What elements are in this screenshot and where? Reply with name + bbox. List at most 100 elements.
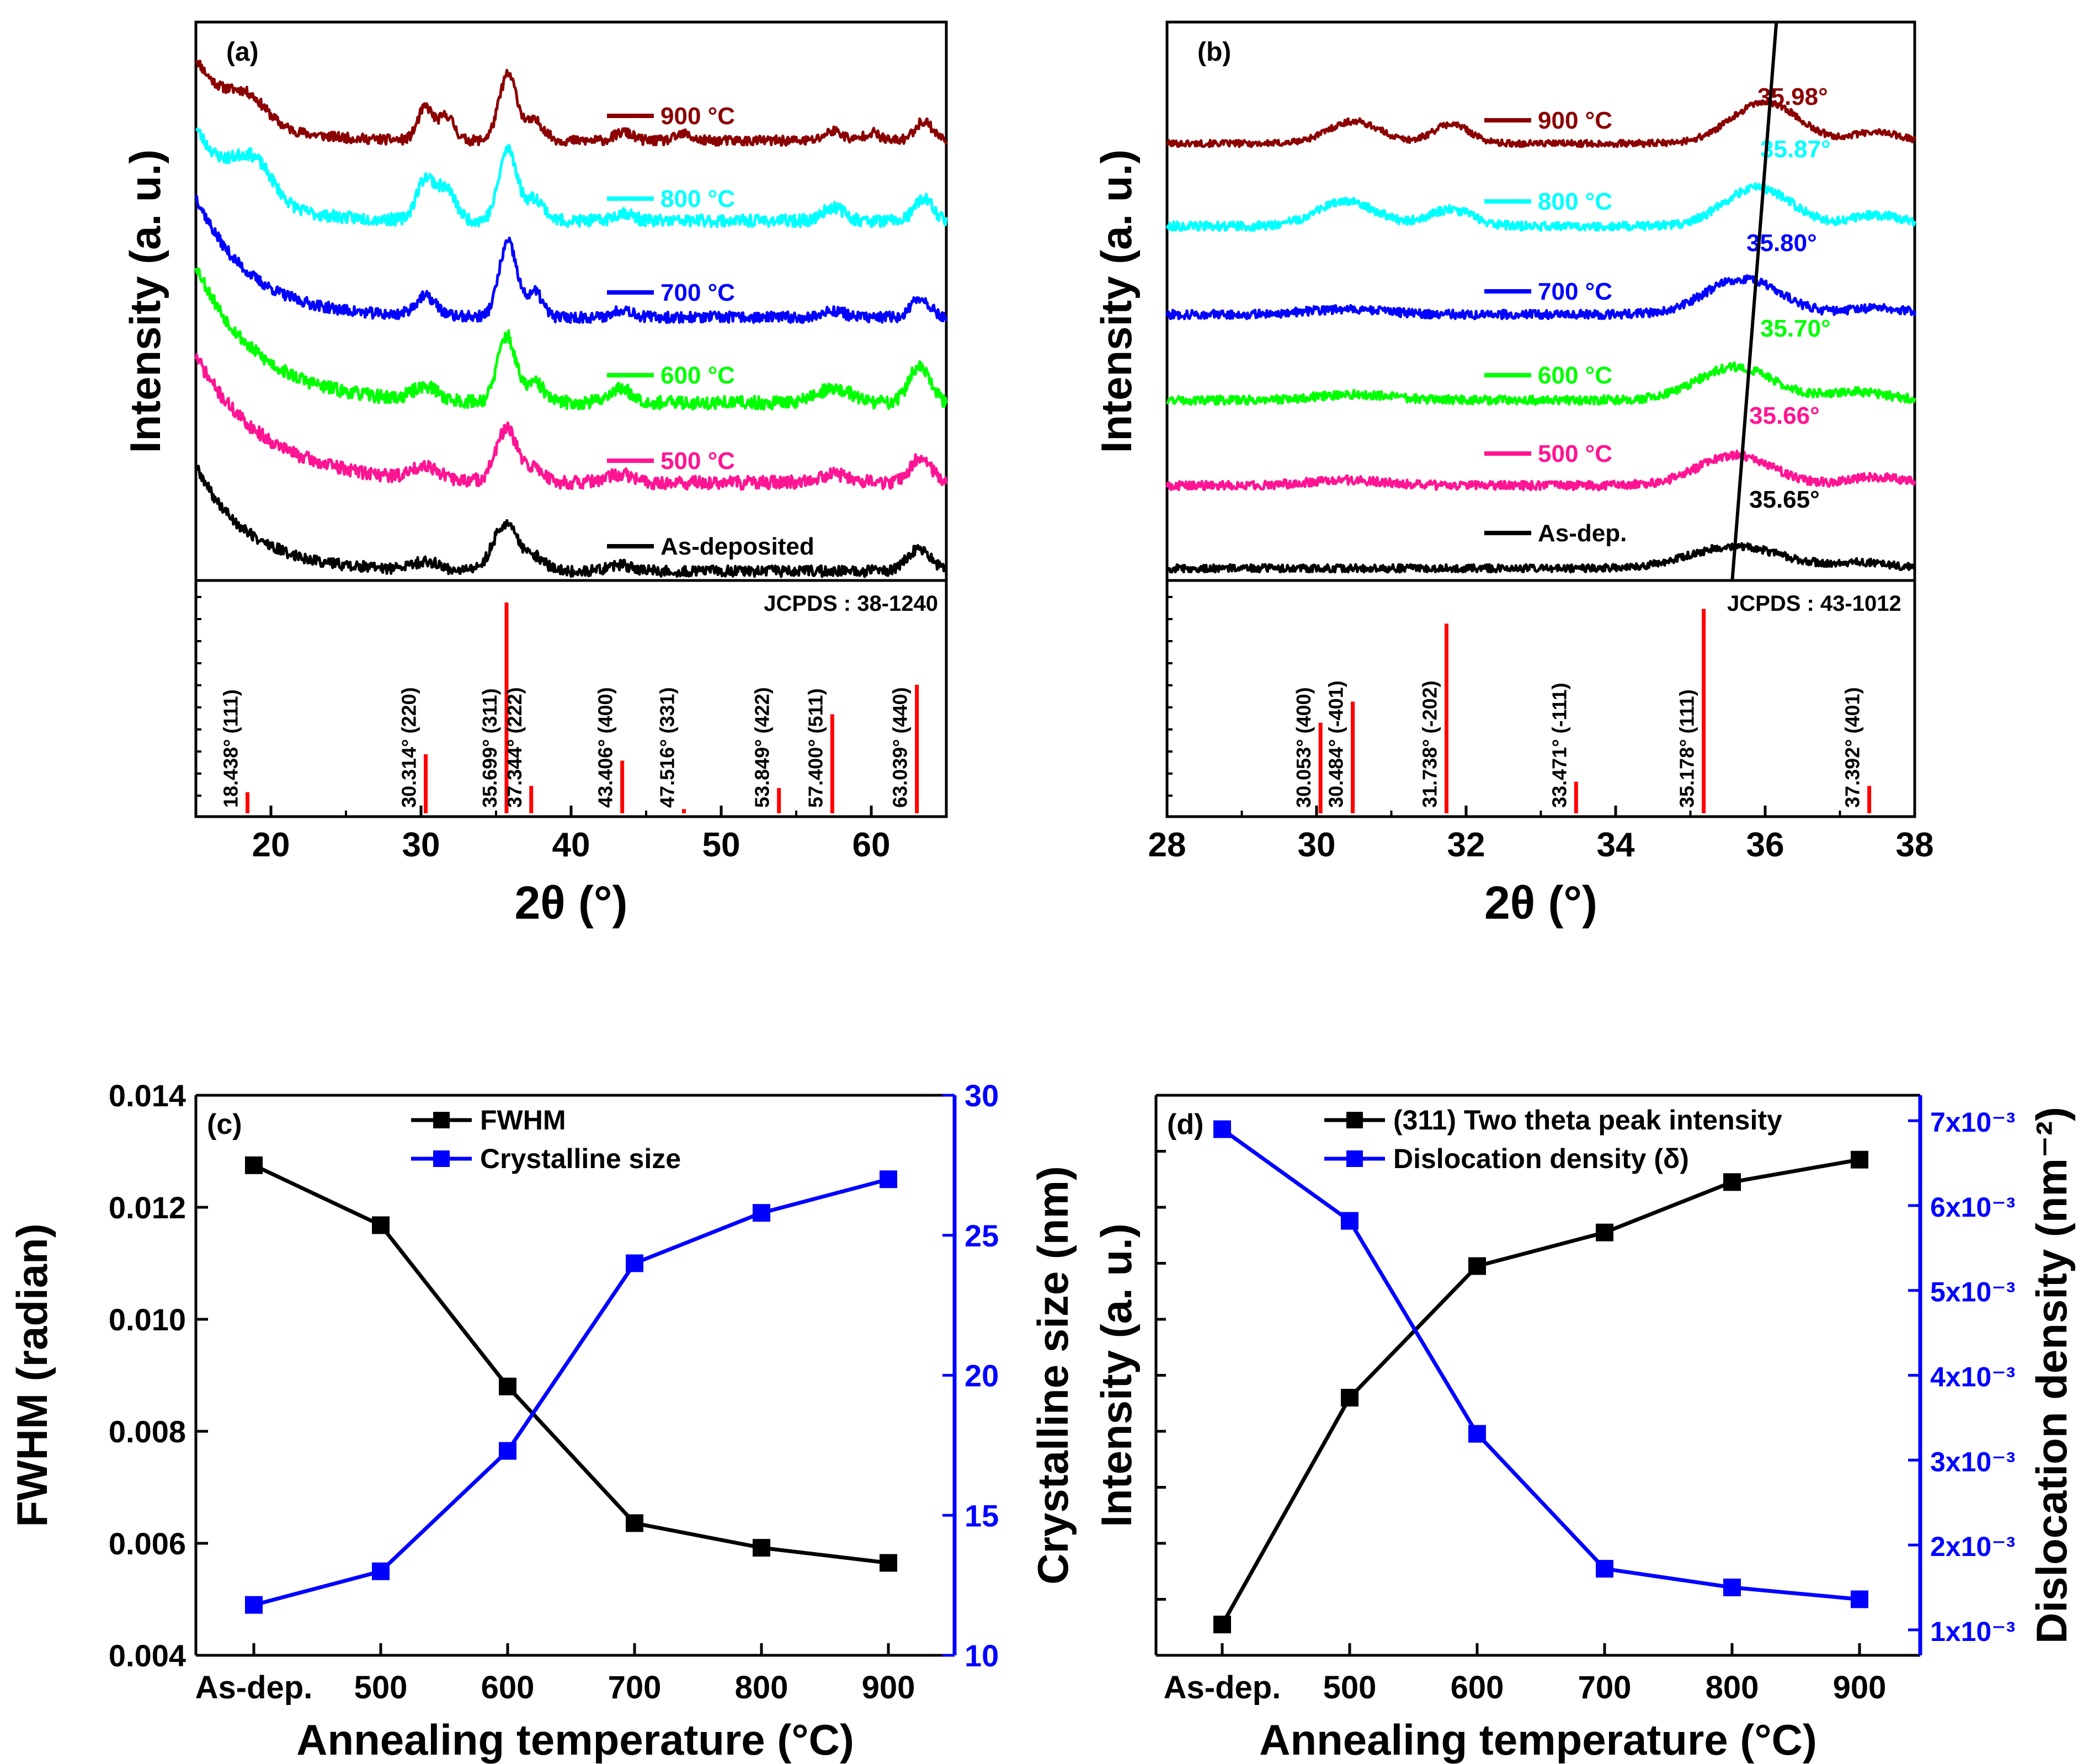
x-category-label-0: As-dep. xyxy=(195,1670,313,1706)
peak-shift-guide-line xyxy=(1730,22,1778,581)
x-category-label-3: 700 xyxy=(608,1670,662,1706)
reference-stick-label-4: 43.406° (400) xyxy=(594,687,617,808)
legend-label-1: 800 °C xyxy=(660,185,735,212)
series-marker-1-2 xyxy=(1468,1425,1486,1443)
y-left-axis-title: Intensity (a. u.) xyxy=(1092,1223,1141,1527)
y-axis-title: Intensity (a. u.) xyxy=(121,150,169,453)
legend-label-4: 500 °C xyxy=(660,447,735,475)
series-trace-1 xyxy=(1165,182,1916,232)
reference-stick-label-8: 63.039° (440) xyxy=(889,687,912,808)
series-marker-1-2 xyxy=(499,1442,516,1460)
x-tick-label: 28 xyxy=(1148,826,1186,864)
x-tick-label: 20 xyxy=(252,826,290,864)
legend-label-0: FWHM xyxy=(480,1105,566,1136)
y-left-tick-label-0: 0.004 xyxy=(109,1638,186,1673)
y-right-tick-label-4: 5x10⁻³ xyxy=(1930,1277,2015,1308)
panel-b-xrd-zoom: (b)900 °C35.98°800 °C35.87°700 °C35.80°6… xyxy=(1092,20,1934,929)
series-marker-0-5 xyxy=(880,1554,897,1572)
legend-swatch-marker-1 xyxy=(433,1150,450,1167)
panel-label: (b) xyxy=(1197,38,1231,67)
x-category-label-5: 900 xyxy=(862,1670,915,1706)
y-right-tick-label-0: 1x10⁻³ xyxy=(1930,1616,2015,1647)
legend-swatch-marker-0 xyxy=(1346,1112,1363,1128)
x-category-label-2: 600 xyxy=(481,1670,535,1706)
series-marker-0-5 xyxy=(1851,1150,1868,1169)
series-marker-0-3 xyxy=(1596,1223,1613,1241)
x-axis-title: 2θ (°) xyxy=(515,877,628,929)
series-trace-2 xyxy=(194,195,948,324)
series-marker-0-4 xyxy=(1723,1173,1741,1191)
x-tick-label: 40 xyxy=(552,826,590,864)
legend-label-2: 700 °C xyxy=(1538,278,1612,305)
series-marker-0-0 xyxy=(1213,1616,1231,1634)
series-trace-3 xyxy=(1166,361,1916,406)
series-marker-1-1 xyxy=(1341,1212,1359,1230)
legend-label-3: 600 °C xyxy=(1538,362,1612,389)
x-tick-label: 60 xyxy=(853,826,891,864)
legend-swatch-marker-0 xyxy=(433,1112,450,1128)
series-marker-1-3 xyxy=(1596,1560,1613,1578)
series-line-1 xyxy=(253,1177,889,1607)
series-marker-1-3 xyxy=(626,1254,643,1272)
reference-stick-label-2: 35.699° (311) xyxy=(478,688,501,808)
peak-position-label-3: 35.70° xyxy=(1760,315,1831,342)
y-right-axis-title: Crystalline size (nm) xyxy=(1029,1166,1077,1585)
legend-label-5: As-deposited xyxy=(660,533,814,560)
y-right-tick-label-5: 6x10⁻³ xyxy=(1930,1192,2015,1223)
peak-position-label-1: 35.87° xyxy=(1760,136,1831,163)
x-tick-label: 30 xyxy=(1298,826,1336,864)
series-trace-5 xyxy=(195,465,948,578)
series-marker-1-4 xyxy=(753,1204,770,1222)
legend-label-1: 800 °C xyxy=(1538,188,1612,215)
x-tick-label: 38 xyxy=(1896,826,1934,864)
reference-card-label: JCPDS : 38-1240 xyxy=(764,591,938,616)
reference-card-label: JCPDS : 43-1012 xyxy=(1727,591,1901,616)
peak-position-label-5: 35.65° xyxy=(1749,486,1820,513)
x-category-label-1: 500 xyxy=(1323,1670,1377,1706)
x-axis-title: Annealing temperature (°C) xyxy=(1259,1715,1817,1764)
y-right-tick-label-6: 7x10⁻³ xyxy=(1930,1107,2015,1138)
x-category-label-2: 600 xyxy=(1451,1670,1504,1706)
x-tick-label: 50 xyxy=(702,826,740,864)
y-right-tick-label-0: 10 xyxy=(965,1638,999,1673)
x-axis-title: Annealing temperature (°C) xyxy=(296,1715,854,1764)
x-category-label-0: As-dep. xyxy=(1164,1670,1281,1706)
series-trace-5 xyxy=(1165,542,1916,574)
series-marker-0-3 xyxy=(626,1514,643,1532)
y-right-tick-label-2: 20 xyxy=(965,1358,999,1393)
y-right-tick-label-1: 15 xyxy=(965,1498,999,1533)
series-marker-1-5 xyxy=(880,1170,897,1189)
x-tick-label: 32 xyxy=(1447,826,1485,864)
plot-frame-bottom xyxy=(1165,579,1916,818)
series-trace-0 xyxy=(195,59,948,147)
series-trace-0 xyxy=(1166,98,1916,148)
series-line-1 xyxy=(1221,1127,1860,1601)
legend-label-3: 600 °C xyxy=(660,362,735,389)
legend-label-0: 900 °C xyxy=(1538,107,1612,134)
x-axis-title: 2θ (°) xyxy=(1484,877,1597,929)
series-marker-1-5 xyxy=(1851,1590,1868,1608)
series-trace-4 xyxy=(194,353,948,491)
reference-stick-label-1: 30.314° (220) xyxy=(398,687,420,808)
y-axis-title: Intensity (a. u.) xyxy=(1092,150,1141,453)
reference-stick-label-4: 35.178° (111) xyxy=(1676,689,1698,808)
reference-stick-label-3: 37.344° (222) xyxy=(503,687,526,808)
legend-swatch-marker-1 xyxy=(1346,1150,1363,1167)
x-tick-label: 34 xyxy=(1597,826,1635,864)
series-line-0 xyxy=(1220,1158,1860,1626)
panel-d-intensity-dislocation: (d) As-dep. 500 600 700 800 900 Annealing tempe… xyxy=(1092,1094,2076,1764)
panel-a-xrd-patterns: (a) 900 °C 800 °C 700 °C 600 °C 500 °C As-depo… xyxy=(121,20,948,929)
series-trace-3 xyxy=(194,267,948,411)
x-tick-label: 30 xyxy=(402,826,440,864)
series-marker-1-0 xyxy=(1213,1120,1231,1138)
series-marker-0-2 xyxy=(499,1377,516,1395)
legend-label-1: Dislocation density (δ) xyxy=(1393,1143,1689,1174)
series-marker-1-4 xyxy=(1723,1578,1741,1596)
y-left-tick-label-2: 0.008 xyxy=(109,1414,186,1449)
legend-label-2: 700 °C xyxy=(660,279,735,306)
x-tick-label: 36 xyxy=(1746,826,1784,864)
y-right-tick-label-1: 2x10⁻³ xyxy=(1930,1531,2015,1562)
reference-stick-label-3: 33.471° (-111) xyxy=(1548,683,1570,808)
series-trace-1 xyxy=(195,127,948,228)
